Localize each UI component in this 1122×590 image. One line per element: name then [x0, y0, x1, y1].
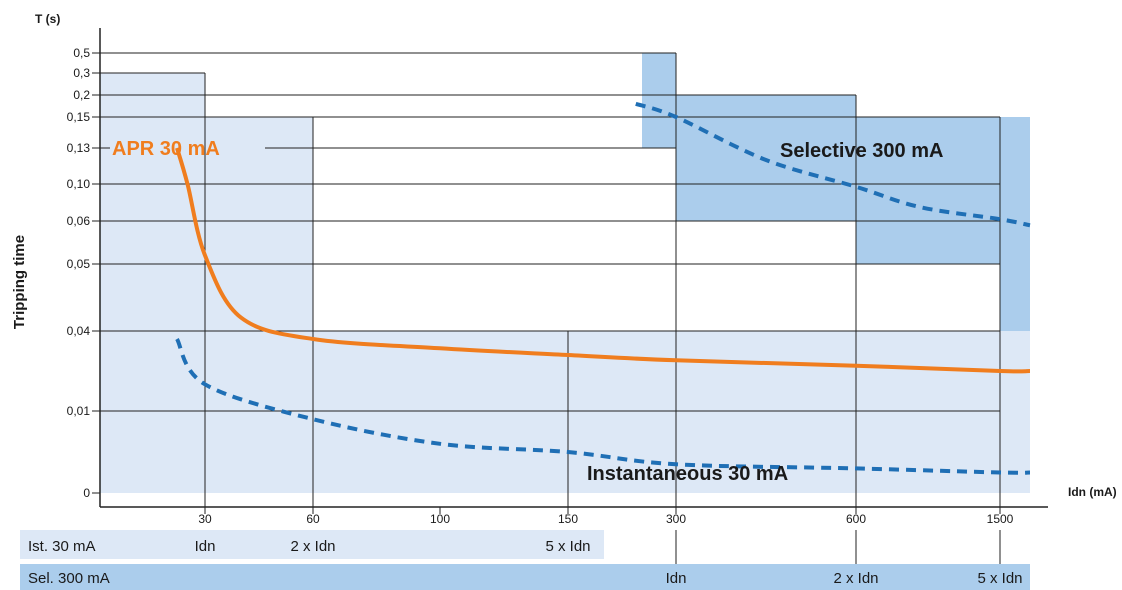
- y-tick-label: 0,04: [67, 324, 91, 338]
- series-label-apr: APR 30 mA: [112, 138, 220, 160]
- selective-zone-1500: [856, 117, 1000, 264]
- ist-band-marker: Idn: [195, 538, 216, 555]
- y-axis-title: T (s): [35, 12, 60, 26]
- instantaneous-zone-60: [205, 117, 313, 493]
- sel-band-marker: 2 x Idn: [833, 570, 878, 587]
- y-tick-label: 0,3: [73, 66, 90, 80]
- x-tick-label: 600: [846, 512, 866, 526]
- series-label-instantaneous: Instantaneous 30 mA: [587, 463, 788, 485]
- x-tick-label: 100: [430, 512, 450, 526]
- x-tick-label: 60: [306, 512, 320, 526]
- y-tick-label: 0,2: [73, 88, 90, 102]
- x-axis-title: Idn (mA): [1068, 485, 1117, 499]
- y-tick-label: 0,13: [67, 141, 91, 155]
- y-tick-label: 0,01: [67, 404, 91, 418]
- y-axis-label: Tripping time: [11, 235, 28, 329]
- y-tick-label: 0,10: [67, 177, 91, 191]
- ist-band-label: Ist. 30 mA: [28, 538, 96, 555]
- sel-band: [20, 564, 1030, 590]
- y-tick-label: 0,05: [67, 257, 91, 271]
- y-tick-label: 0: [83, 486, 90, 500]
- y-tick-label: 0,15: [67, 110, 91, 124]
- ist-band-marker: 2 x Idn: [290, 538, 335, 555]
- selective-300ma-curve: [635, 101, 1031, 228]
- apr-30ma-curve: [175, 147, 1031, 374]
- sel-band-label: Sel. 300 mA: [28, 570, 110, 587]
- ist-band: [20, 530, 604, 559]
- instantaneous-zone-30: [100, 73, 205, 493]
- selective-zone-300: [642, 53, 676, 148]
- x-tick-label: 150: [558, 512, 578, 526]
- x-tick-label: 30: [198, 512, 212, 526]
- y-tick-label: 0,06: [67, 214, 91, 228]
- x-tick-label: 300: [666, 512, 686, 526]
- ist-band-marker: 5 x Idn: [545, 538, 590, 555]
- sel-band-marker: Idn: [666, 570, 687, 587]
- instantaneous-30ma-curve: [175, 337, 1031, 475]
- series-label-selective: Selective 300 mA: [780, 140, 943, 162]
- y-tick-label: 0,5: [73, 46, 90, 60]
- sel-band-marker: 5 x Idn: [977, 570, 1022, 587]
- x-tick-label: 1500: [987, 512, 1014, 526]
